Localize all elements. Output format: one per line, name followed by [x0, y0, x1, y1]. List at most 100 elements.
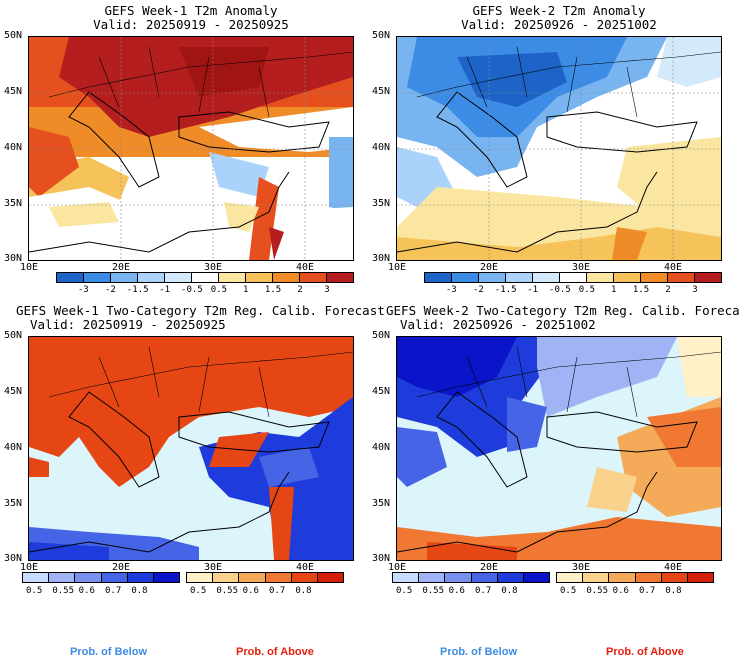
colorbar-tick-label: 1.5	[632, 285, 650, 295]
colorbar-swatch	[523, 573, 550, 582]
above-colorbar-week1	[186, 572, 344, 583]
colorbar-tick-label: -2	[104, 285, 116, 295]
colorbar-tick-label: 3	[324, 285, 330, 295]
colorbar-tick-label: -1.5	[494, 285, 517, 295]
colorbar-swatch	[84, 273, 111, 282]
footer-above-label-right: Prob. of Above	[606, 646, 684, 658]
colorbar-tick-label: 0.7	[269, 586, 286, 596]
colorbar-swatch	[695, 273, 721, 282]
lat-label: 30N	[372, 553, 391, 564]
colorbar-tick-label: -1	[159, 285, 170, 295]
lat-label: 50N	[4, 30, 23, 41]
colorbar-swatch	[583, 573, 610, 582]
colorbar-tick-label: 0.6	[612, 586, 629, 596]
colorbar-swatch	[213, 573, 240, 582]
colorbar-swatch	[687, 573, 714, 582]
lon-label: 10E	[20, 562, 39, 573]
lat-label: 35N	[4, 198, 23, 209]
map-week1-twocat	[28, 336, 354, 561]
colorbar-swatch	[138, 273, 165, 282]
lon-label: 30E	[572, 562, 591, 573]
lon-label: 40E	[664, 562, 683, 573]
panel2-title: GEFS Week-2 T2m Anomaly Valid: 20250926 …	[398, 4, 720, 32]
colorbar-swatch	[533, 273, 560, 282]
colorbar-tick-label: 1	[611, 285, 617, 295]
colorbar-swatch	[327, 273, 353, 282]
colorbar-swatch	[445, 573, 472, 582]
colorbar-swatch	[317, 573, 344, 582]
colorbar-tick-label: 0.5	[578, 285, 595, 295]
colorbar-tick-label: 0.5	[210, 285, 227, 295]
colorbar-swatch	[291, 573, 318, 582]
lat-label: 30N	[4, 253, 23, 264]
map-week2-anomaly	[396, 36, 722, 261]
colorbar-tick-label: 2	[665, 285, 671, 295]
colorbar-swatch	[497, 573, 524, 582]
colorbar-tick-label: 1	[243, 285, 249, 295]
colorbar-swatch	[153, 573, 180, 582]
lon-label: 40E	[296, 562, 315, 573]
lat-label: 35N	[372, 498, 391, 509]
panel4-title-text: GEFS Week-2 Two-Category T2m Reg. Calib.…	[386, 303, 740, 318]
below-colorbar-week2	[392, 572, 550, 583]
footer-above-label-left: Prob. of Above	[236, 646, 314, 658]
lon-label: 10E	[388, 562, 407, 573]
lon-label: 30E	[204, 262, 223, 273]
anomaly-map1-svg	[29, 37, 353, 260]
colorbar-swatch	[57, 273, 84, 282]
colorbar-swatch	[273, 273, 300, 282]
colorbar-tick-label: 0.7	[475, 586, 492, 596]
colorbar-swatch	[587, 273, 614, 282]
colorbar-swatch	[419, 573, 446, 582]
colorbar-swatch	[75, 573, 102, 582]
panel1-title: GEFS Week-1 T2m Anomaly Valid: 20250919 …	[30, 4, 352, 32]
lat-label: 30N	[4, 553, 23, 564]
colorbar-swatch	[300, 273, 327, 282]
colorbar-tick-label: 0.7	[105, 586, 122, 596]
lon-label: 20E	[480, 562, 499, 573]
lon-label: 20E	[112, 562, 131, 573]
anomaly-map2-svg	[397, 37, 721, 260]
footer-below-label-left: Prob. of Below	[70, 646, 147, 658]
colorbar-tick-label: 3	[692, 285, 698, 295]
colorbar-tick-label: -3	[445, 285, 457, 295]
colorbar-tick-label: 1.5	[264, 285, 282, 295]
above-colorbar-week2	[556, 572, 714, 583]
lat-label: 45N	[372, 386, 391, 397]
colorbar-tick-label: 2	[297, 285, 303, 295]
twocat-map2-svg	[397, 337, 721, 560]
lat-label: 35N	[372, 198, 391, 209]
lat-label: 40N	[372, 442, 391, 453]
colorbar-swatch	[560, 273, 587, 282]
below-colorbar-week1	[22, 572, 180, 583]
lat-label: 40N	[4, 142, 23, 153]
colorbar-tick-label: 0.6	[242, 586, 259, 596]
colorbar-swatch	[165, 273, 192, 282]
lat-label: 50N	[372, 30, 391, 41]
colorbar-tick-label: 0.6	[448, 586, 465, 596]
lat-label: 30N	[372, 253, 391, 264]
panel3-valid: Valid: 20250919 - 20250925	[30, 317, 226, 332]
colorbar-tick-label: 0.55	[52, 586, 75, 596]
colorbar-swatch	[557, 573, 584, 582]
lon-label: 20E	[480, 262, 499, 273]
lon-label: 30E	[572, 262, 591, 273]
colorbar-tick-label: -0.5	[549, 285, 571, 295]
colorbar-tick-label: 0.5	[560, 586, 577, 596]
colorbar-swatch	[246, 273, 273, 282]
colorbar-swatch	[609, 573, 636, 582]
panel2-valid: Valid: 20250926 - 20251002	[461, 17, 657, 32]
lat-label: 45N	[4, 386, 23, 397]
colorbar-swatch	[641, 273, 668, 282]
colorbar-swatch	[239, 573, 266, 582]
lon-label: 40E	[664, 262, 683, 273]
panel4-valid: Valid: 20250926 - 20251002	[400, 317, 596, 332]
lat-label: 40N	[4, 442, 23, 453]
colorbar-swatch	[393, 573, 420, 582]
colorbar-swatch	[127, 573, 154, 582]
colorbar-swatch	[219, 273, 246, 282]
colorbar-swatch	[192, 273, 219, 282]
colorbar-swatch	[479, 273, 506, 282]
colorbar-swatch	[425, 273, 452, 282]
panel2-title-text: GEFS Week-2 T2m Anomaly	[472, 3, 646, 18]
